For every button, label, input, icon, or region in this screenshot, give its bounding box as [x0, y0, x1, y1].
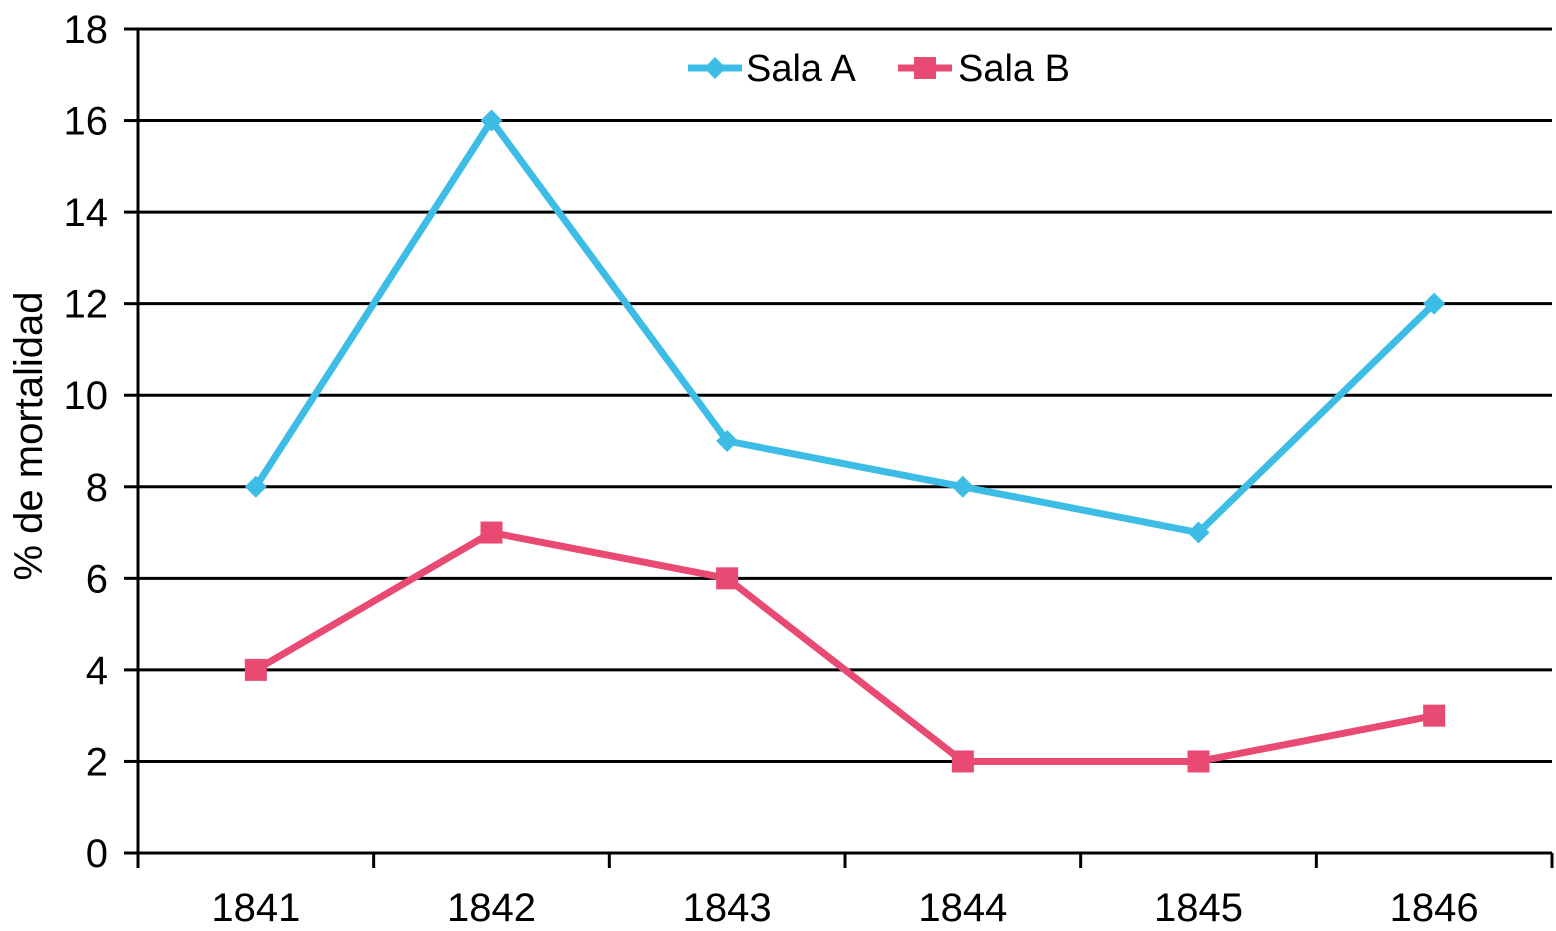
- y-tick-label: 6: [86, 557, 108, 601]
- y-tick-label: 0: [86, 832, 108, 876]
- y-tick-label: 2: [86, 740, 108, 784]
- y-axis-title: % de mortalidad: [7, 291, 51, 580]
- x-tick-label: 1841: [211, 886, 300, 930]
- legend: Sala A Sala B: [688, 48, 1070, 90]
- legend-item-sala-b: Sala B: [898, 48, 1070, 90]
- x-tick-label: 1844: [918, 886, 1007, 930]
- data-point: [1423, 292, 1446, 315]
- axes: 0 2 4 6 8 10 12 14 16 18 1841 1842 1843 1844 1845 1846: [64, 8, 1554, 930]
- data-point: [1423, 704, 1446, 727]
- x-tick-label: 1842: [447, 886, 536, 930]
- y-tick-label: 16: [64, 100, 109, 144]
- x-tick-label: 1845: [1154, 886, 1243, 930]
- y-tick-label: 12: [64, 283, 109, 327]
- y-tick-label: 14: [64, 191, 109, 235]
- y-tick-label: 4: [86, 649, 108, 693]
- data-point: [480, 109, 503, 132]
- data-series: [244, 109, 1446, 773]
- legend-label: Sala A: [746, 48, 857, 90]
- data-point: [244, 475, 267, 498]
- series-sala-b: [244, 521, 1446, 773]
- x-tick-label: 1846: [1390, 886, 1479, 930]
- data-point: [1187, 521, 1210, 544]
- y-tick-label: 10: [64, 374, 109, 418]
- data-point: [244, 658, 267, 681]
- legend-item-sala-a: Sala A: [688, 48, 857, 90]
- series-sala-a: [244, 109, 1446, 544]
- data-point: [480, 521, 503, 544]
- x-tick-label: 1843: [683, 886, 772, 930]
- data-point: [1187, 750, 1210, 773]
- series-line: [252, 529, 1438, 765]
- data-point: [716, 567, 739, 590]
- y-tick-label: 8: [86, 466, 108, 510]
- legend-marker: [914, 57, 936, 79]
- legend-marker: [704, 57, 726, 79]
- y-tick-label: 18: [64, 8, 109, 52]
- data-point: [716, 430, 739, 452]
- legend-label: Sala B: [958, 48, 1070, 90]
- data-point: [951, 750, 974, 773]
- data-point: [951, 475, 974, 498]
- series-line: [252, 117, 1438, 537]
